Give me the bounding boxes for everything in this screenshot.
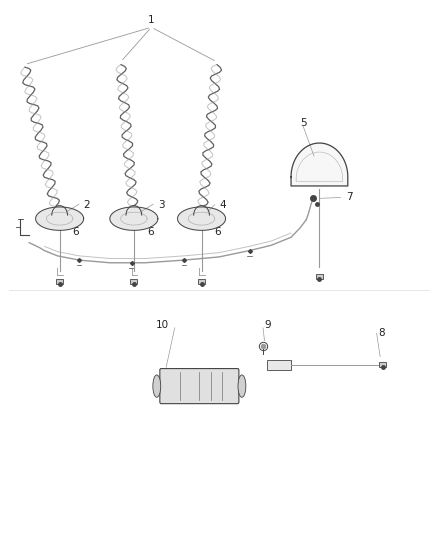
Bar <box>267 360 291 369</box>
Text: 3: 3 <box>158 200 165 211</box>
Bar <box>198 279 205 284</box>
Ellipse shape <box>238 375 246 397</box>
Text: 7: 7 <box>346 192 352 202</box>
Polygon shape <box>177 207 226 230</box>
Text: 5: 5 <box>300 118 307 127</box>
Text: 1: 1 <box>148 14 155 25</box>
Bar <box>316 273 323 279</box>
Ellipse shape <box>153 375 161 397</box>
Polygon shape <box>110 207 158 230</box>
Polygon shape <box>35 207 84 230</box>
Polygon shape <box>291 143 348 186</box>
Bar <box>131 279 138 284</box>
Text: 6: 6 <box>73 227 79 237</box>
Text: 10: 10 <box>155 320 169 329</box>
Text: 2: 2 <box>84 200 90 211</box>
Bar <box>379 362 386 367</box>
Text: 9: 9 <box>265 320 272 329</box>
Text: 4: 4 <box>219 200 226 211</box>
Text: 8: 8 <box>378 328 385 337</box>
Bar <box>56 279 63 284</box>
Text: 6: 6 <box>147 227 154 237</box>
Text: 6: 6 <box>214 227 220 237</box>
FancyBboxPatch shape <box>160 368 239 403</box>
